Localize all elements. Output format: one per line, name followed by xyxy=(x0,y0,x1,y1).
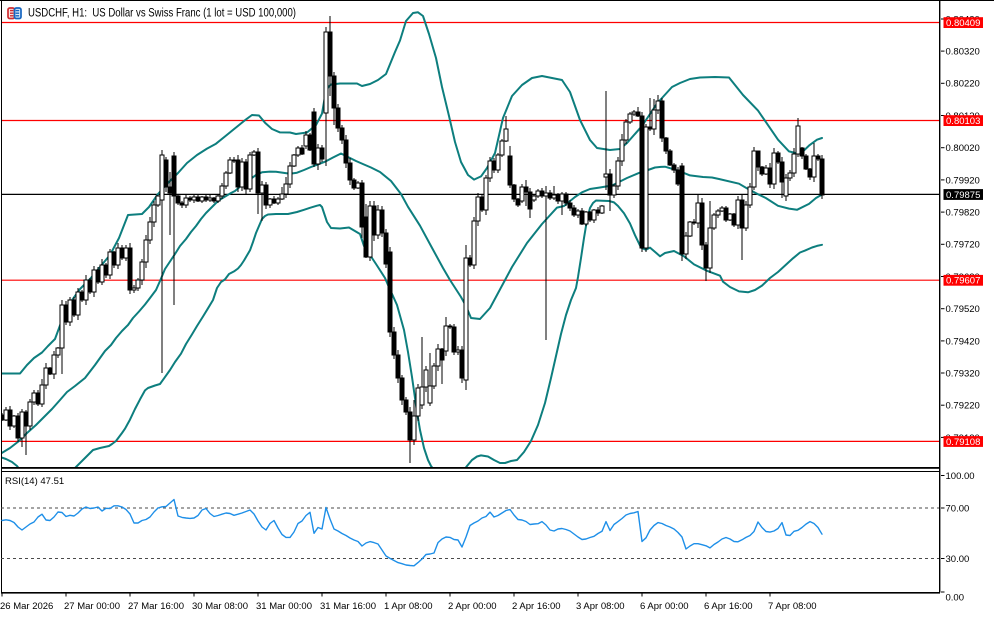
svg-text:0.79220: 0.79220 xyxy=(946,401,980,412)
svg-text:0.80103: 0.80103 xyxy=(946,116,980,127)
svg-text:7 Apr 08:00: 7 Apr 08:00 xyxy=(768,601,817,612)
svg-text:31 Mar 00:00: 31 Mar 00:00 xyxy=(256,601,312,612)
svg-text:0.79920: 0.79920 xyxy=(946,175,980,186)
svg-text:6 Apr 00:00: 6 Apr 00:00 xyxy=(640,601,689,612)
svg-text:0.79520: 0.79520 xyxy=(946,304,980,315)
svg-text:6 Apr 16:00: 6 Apr 16:00 xyxy=(704,601,753,612)
svg-text:0.79607: 0.79607 xyxy=(946,276,980,287)
svg-text:0.79720: 0.79720 xyxy=(946,240,980,251)
svg-text:31 Mar 16:00: 31 Mar 16:00 xyxy=(320,601,376,612)
svg-text:0.80220: 0.80220 xyxy=(946,79,980,90)
svg-text:26 Mar 2026: 26 Mar 2026 xyxy=(0,601,53,612)
svg-text:0.79875: 0.79875 xyxy=(946,190,980,201)
svg-text:2 Apr 16:00: 2 Apr 16:00 xyxy=(512,601,561,612)
svg-text:70.00: 70.00 xyxy=(946,503,970,514)
svg-text:1 Apr 08:00: 1 Apr 08:00 xyxy=(384,601,433,612)
svg-text:2 Apr 00:00: 2 Apr 00:00 xyxy=(448,601,497,612)
svg-text:0.80020: 0.80020 xyxy=(946,143,980,154)
svg-text:0.79108: 0.79108 xyxy=(946,437,980,448)
svg-text:0.80320: 0.80320 xyxy=(946,47,980,58)
svg-text:0.79420: 0.79420 xyxy=(946,336,980,347)
svg-text:30 Mar 08:00: 30 Mar 08:00 xyxy=(192,601,248,612)
svg-text:RSI(14) 47.51: RSI(14) 47.51 xyxy=(5,476,64,487)
svg-text:USDCHF, H1: US Dollar vs Swis: USDCHF, H1: US Dollar vs Swiss Franc (1 … xyxy=(28,6,296,20)
svg-text:100.00: 100.00 xyxy=(946,471,975,482)
svg-text:0.80409: 0.80409 xyxy=(946,18,980,29)
svg-text:30.00: 30.00 xyxy=(946,554,970,565)
svg-text:0.79820: 0.79820 xyxy=(946,208,980,219)
svg-text:27 Mar 16:00: 27 Mar 16:00 xyxy=(128,601,184,612)
svg-text:3 Apr 08:00: 3 Apr 08:00 xyxy=(576,601,625,612)
svg-text:27 Mar 00:00: 27 Mar 00:00 xyxy=(64,601,120,612)
svg-text:0.00: 0.00 xyxy=(946,593,965,604)
svg-text:0.79320: 0.79320 xyxy=(946,368,980,379)
